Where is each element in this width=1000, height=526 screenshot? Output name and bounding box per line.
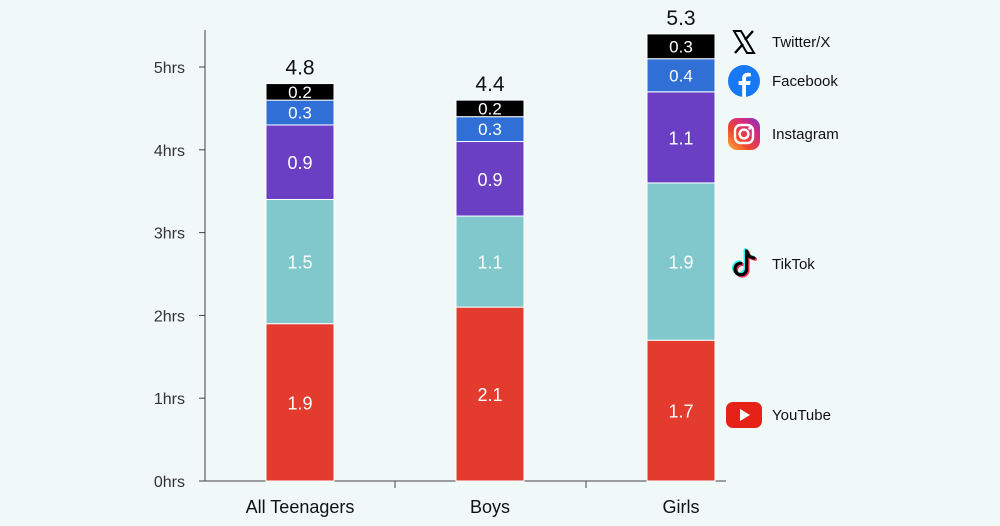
youtube-logo-icon: [726, 397, 762, 433]
bar-segment: [646, 91, 716, 184]
bar-value-label: 1.7: [668, 402, 693, 422]
y-tick-label: 3hrs: [154, 226, 185, 243]
bar-segment: [646, 58, 716, 93]
legend-label-twitter: Twitter/X: [772, 33, 831, 51]
bar-segment: [265, 99, 335, 126]
bar-value-label: 1.9: [287, 393, 312, 413]
bar-segment: [455, 215, 525, 308]
bar-segment: [265, 124, 335, 200]
y-tick-label: 2hrs: [154, 308, 185, 325]
bar-total-label: 5.3: [666, 7, 695, 30]
bar-value-label: 0.3: [478, 120, 502, 139]
bar-segment: [646, 33, 716, 60]
legend-item-facebook: Facebook: [726, 63, 838, 99]
x-category-label: All Teenagers: [246, 497, 355, 517]
bar-segment: [455, 99, 525, 118]
bar-total-label: 4.8: [285, 57, 314, 80]
bar-value-label: 0.2: [288, 83, 312, 102]
x-category-label: Girls: [663, 497, 700, 517]
chart-legend: Twitter/X Facebook: [726, 0, 996, 526]
legend-item-tiktok: TikTok: [726, 246, 815, 282]
facebook-logo-icon: [726, 63, 762, 99]
y-tick-label: 1hrs: [154, 391, 185, 408]
bar-segment: [646, 182, 716, 341]
y-tick-label: 5hrs: [154, 60, 185, 77]
legend-label-instagram: Instagram: [772, 125, 839, 143]
bar-value-label: 0.4: [669, 66, 693, 85]
x-category-label: Boys: [470, 497, 510, 517]
bar-value-label: 0.9: [287, 153, 312, 173]
bar-segment: [455, 116, 525, 143]
bar-segment: [646, 339, 716, 482]
bar-total-label: 4.4: [475, 73, 505, 96]
bar-value-label: 0.9: [477, 170, 502, 190]
bar-value-label: 0.2: [478, 99, 502, 118]
legend-item-twitter: Twitter/X: [726, 24, 830, 60]
bar-segment: [455, 141, 525, 217]
bar-value-label: 1.5: [287, 253, 312, 273]
legend-item-youtube: YouTube: [726, 397, 831, 433]
legend-label-youtube: YouTube: [772, 406, 831, 424]
bar-value-label: 1.1: [477, 253, 502, 273]
tiktok-logo-icon: [726, 246, 762, 282]
bar-value-label: 1.1: [668, 128, 693, 148]
bar-value-label: 0.3: [288, 104, 312, 123]
y-tick-label: 4hrs: [154, 143, 185, 160]
legend-label-tiktok: TikTok: [772, 255, 815, 273]
legend-label-facebook: Facebook: [772, 72, 838, 90]
x-logo-icon: [726, 24, 762, 60]
bar-value-label: 0.3: [669, 37, 693, 56]
instagram-logo-icon: [726, 116, 762, 152]
legend-item-instagram: Instagram: [726, 116, 839, 152]
stacked-bar-chart: 0hrs 1hrs 2hrs 3hrs 4hrs 5hrs 1.9 1.5 0.9 0.3 0.2 4…: [154, 7, 726, 517]
bar-segment: [455, 306, 525, 482]
bar-value-label: 1.9: [668, 253, 693, 273]
y-tick-label: 0hrs: [154, 474, 185, 491]
bar-segment: [265, 83, 335, 101]
bar-value-label: 2.1: [477, 385, 502, 405]
bar-segment: [265, 198, 335, 325]
